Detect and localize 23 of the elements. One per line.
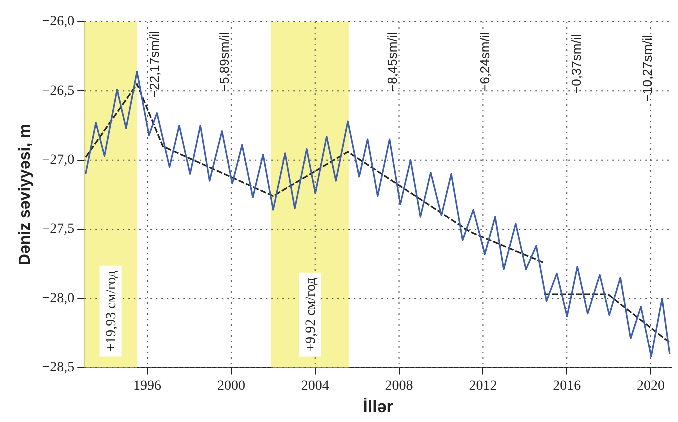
band-label: +9,92 см/год <box>304 278 319 352</box>
y-tick-label: −27,0 <box>42 152 75 168</box>
x-tick-label: 1996 <box>134 378 162 394</box>
y-axis-title: Dəniz səviyyəsi, m <box>17 124 34 266</box>
annotation: −10,27sm/il <box>640 35 656 102</box>
annotation: −22,17sm/il <box>147 31 162 98</box>
annotation: −0,37sm/il <box>569 34 584 94</box>
y-tick-label: −26,5 <box>42 84 75 99</box>
x-axis-title: İllər <box>363 397 394 416</box>
annotation: −6,24sm/il <box>477 32 492 92</box>
y-tick-label: −28,5 <box>42 360 75 376</box>
y-tick-label: −28,0 <box>42 291 75 306</box>
annotation: −5,89sm/il <box>217 32 232 92</box>
y-tick-label: −26,0 <box>42 14 75 30</box>
band-label: +19,93 см/год <box>104 270 120 352</box>
x-tick-label: 2008 <box>385 378 414 394</box>
y-tick-label: −27,5 <box>42 222 75 238</box>
annotation: −8,45sm/il <box>385 32 400 92</box>
x-tick-label: 2012 <box>469 378 498 394</box>
x-tick-label: 2000 <box>217 378 246 394</box>
x-tick-label: 2020 <box>637 378 666 394</box>
x-tick-label: 2004 <box>301 378 330 394</box>
x-tick-label: 2016 <box>553 378 582 394</box>
